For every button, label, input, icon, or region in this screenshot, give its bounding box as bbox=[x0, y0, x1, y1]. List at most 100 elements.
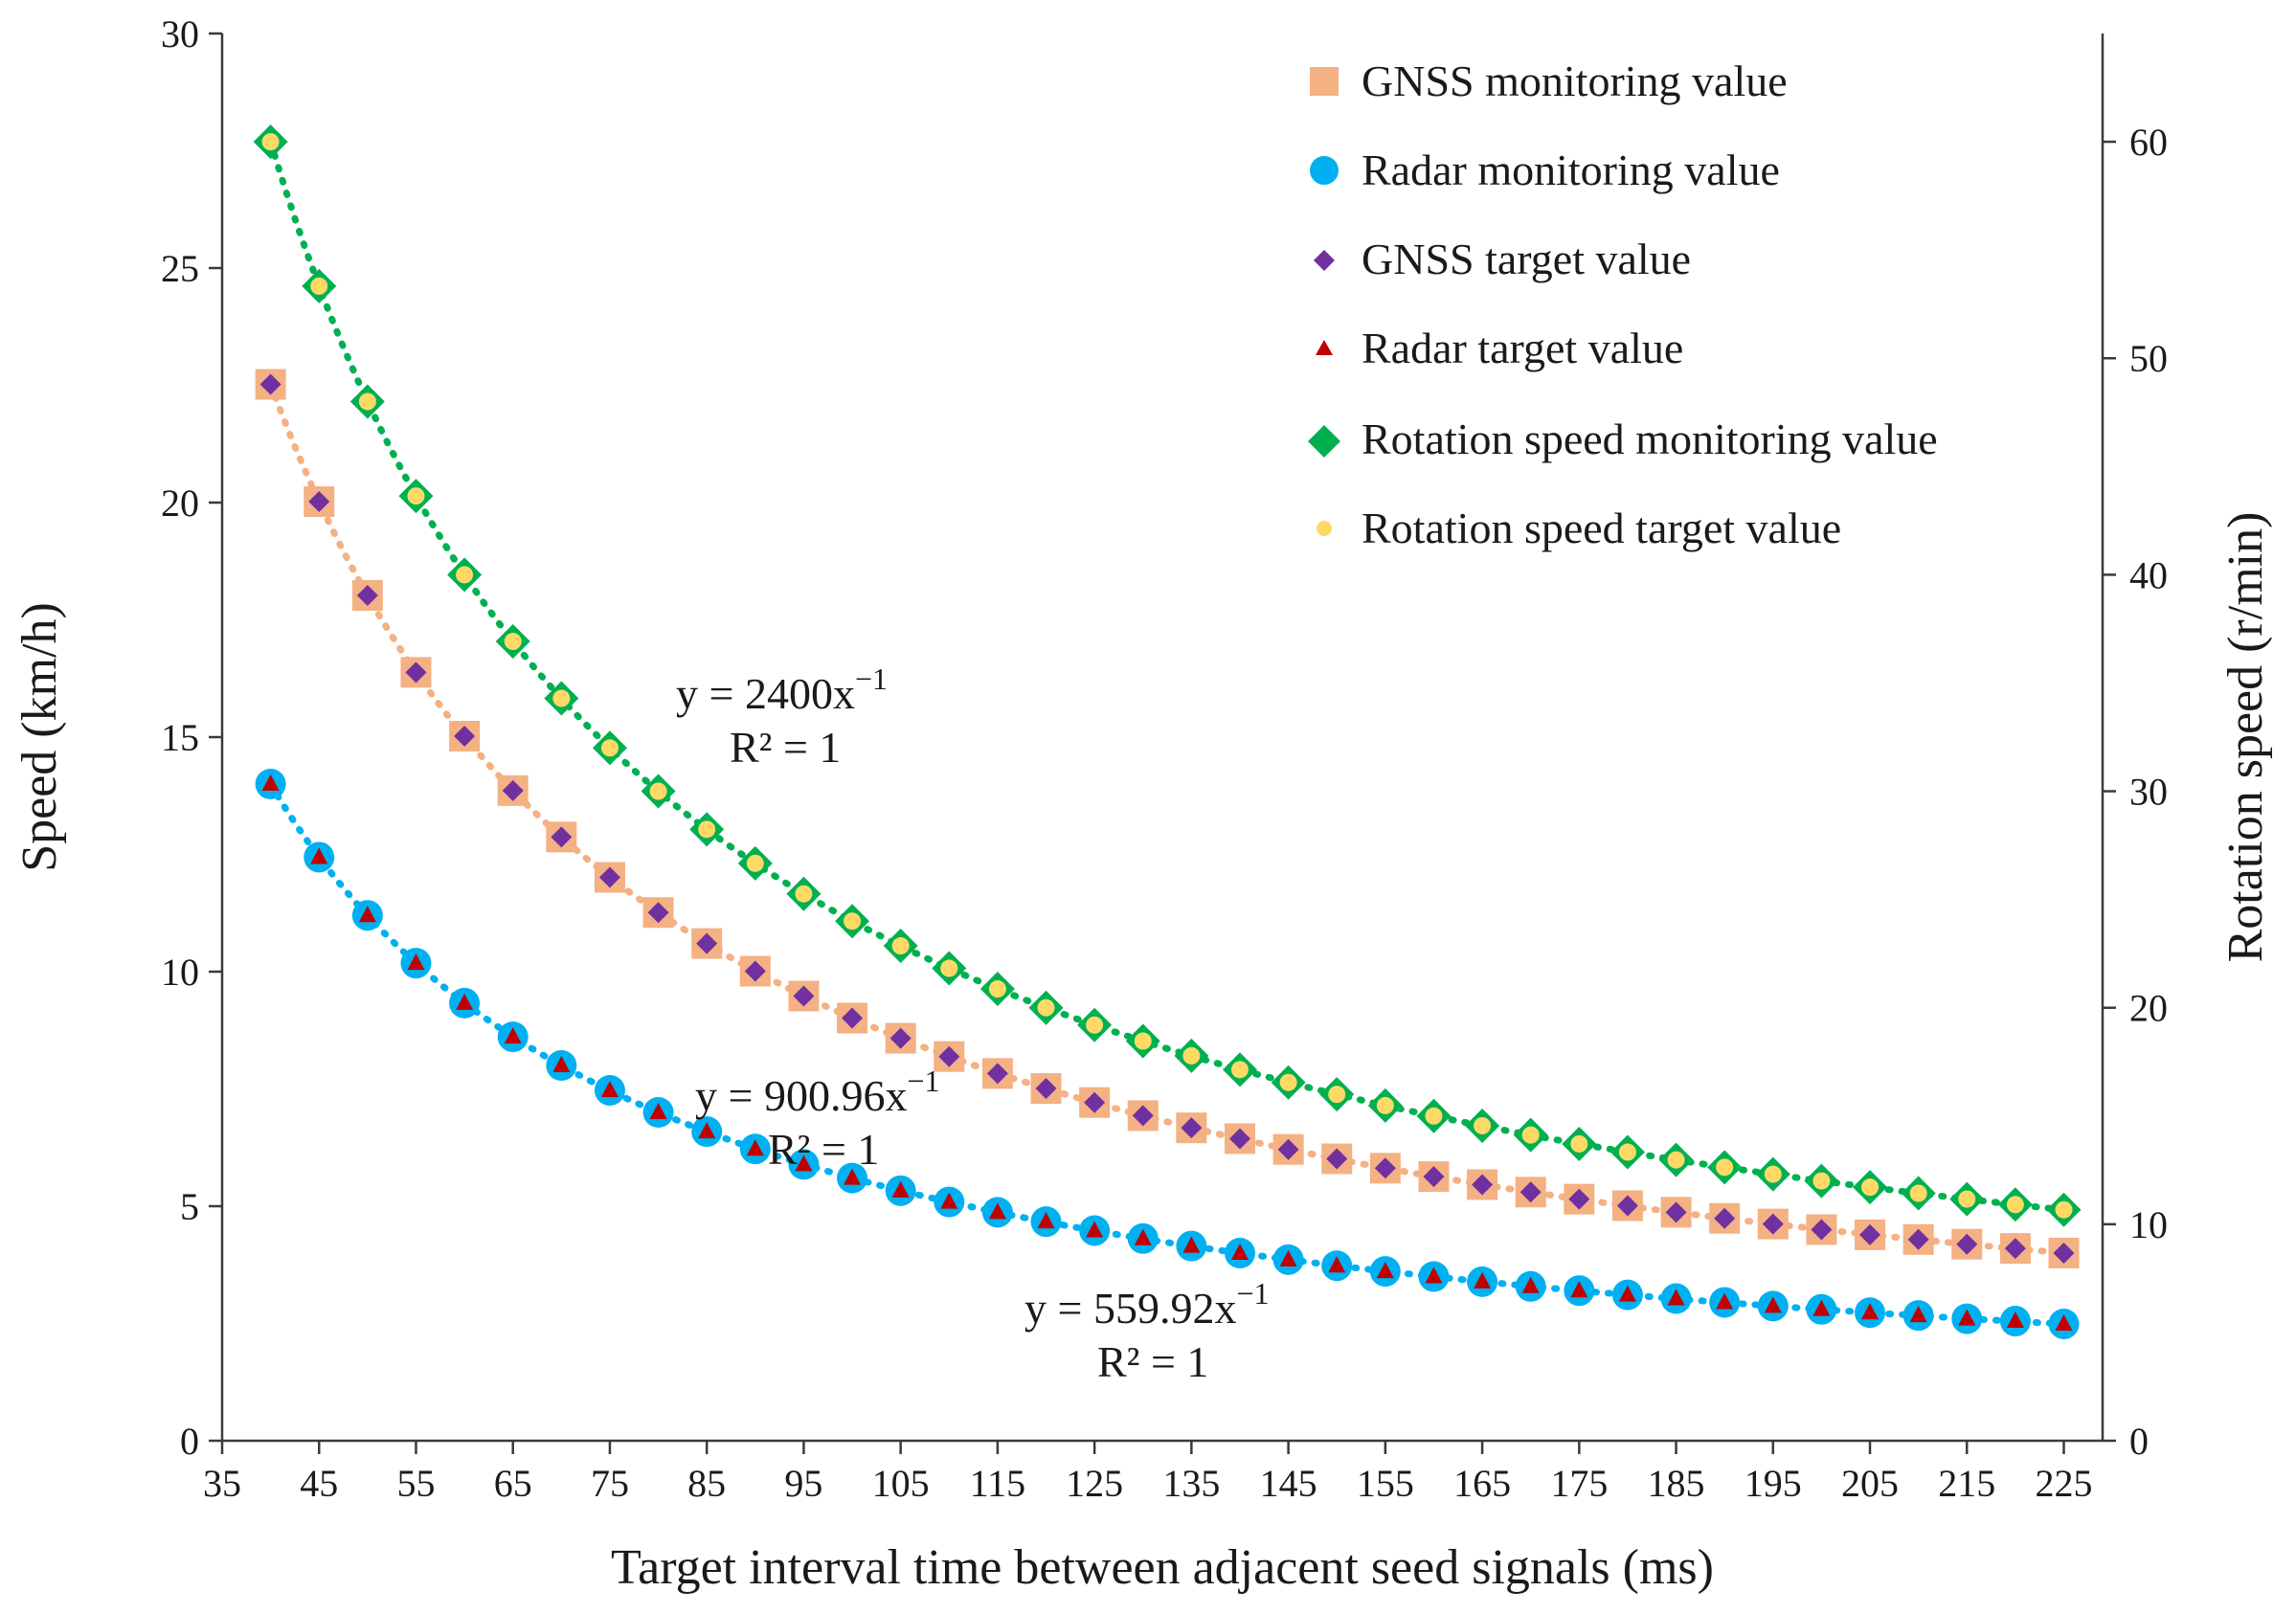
x-tick-label: 115 bbox=[970, 1462, 1026, 1505]
data-point-radar-target-value bbox=[1861, 1303, 1880, 1320]
data-point-rotation-speed-target-value bbox=[2006, 1196, 2024, 1214]
data-point-rotation-speed-target-value bbox=[358, 392, 376, 411]
y2-tick-label: 10 bbox=[2129, 1203, 2168, 1246]
data-point-gnss-target-value bbox=[1228, 1128, 1250, 1150]
data-point-gnss-target-value bbox=[1859, 1223, 1881, 1245]
data-point-gnss-target-value bbox=[1568, 1188, 1590, 1210]
data-point-rotation-speed-target-value bbox=[1764, 1165, 1782, 1183]
x-tick-label: 225 bbox=[2036, 1462, 2093, 1505]
data-point-rotation-speed-target-value bbox=[1086, 1016, 1104, 1034]
legend-label: GNSS target value bbox=[1362, 235, 1691, 283]
data-point-rotation-speed-target-value bbox=[1182, 1046, 1201, 1065]
data-point-gnss-target-value bbox=[1423, 1166, 1445, 1188]
data-point-gnss-target-value bbox=[2053, 1243, 2075, 1264]
data-point-rotation-speed-target-value bbox=[795, 885, 813, 903]
data-point-rotation-speed-target-value bbox=[988, 980, 1006, 998]
data-point-gnss-target-value bbox=[259, 373, 281, 395]
y-tick-label: 5 bbox=[180, 1185, 199, 1228]
data-point-gnss-target-value bbox=[1616, 1195, 1638, 1217]
data-point-rotation-speed-target-value bbox=[1134, 1032, 1152, 1050]
data-point-gnss-target-value bbox=[1472, 1174, 1494, 1196]
trend-r2-radar: R² = 1 bbox=[1097, 1337, 1208, 1386]
data-point-radar-target-value bbox=[988, 1202, 1006, 1220]
legend-label: Radar target value bbox=[1362, 324, 1683, 372]
data-point-radar-target-value bbox=[407, 953, 425, 971]
data-point-gnss-target-value bbox=[1035, 1078, 1057, 1100]
trendline bbox=[267, 780, 2067, 1328]
data-point-gnss-target-value bbox=[1132, 1105, 1154, 1127]
data-point-radar-target-value bbox=[310, 847, 328, 864]
data-point-rotation-speed-target-value bbox=[1474, 1116, 1492, 1134]
data-point-radar-target-value bbox=[1764, 1296, 1782, 1313]
x-tick-label: 175 bbox=[1550, 1462, 1608, 1505]
data-point-gnss-target-value bbox=[308, 491, 330, 513]
data-point-radar-target-value bbox=[1328, 1256, 1346, 1273]
data-point-gnss-target-value bbox=[551, 826, 573, 848]
data-point-rotation-speed-target-value bbox=[2055, 1200, 2073, 1219]
x-tick-label: 145 bbox=[1260, 1462, 1317, 1505]
data-point-rotation-speed-target-value bbox=[1861, 1178, 1880, 1197]
data-point-rotation-speed-target-value bbox=[1521, 1126, 1540, 1144]
x-tick-label: 195 bbox=[1745, 1462, 1802, 1505]
data-point-rotation-speed-target-value bbox=[746, 854, 764, 872]
legend-label: Rotation speed target value bbox=[1362, 504, 1841, 552]
x-tick-label: 165 bbox=[1453, 1462, 1511, 1505]
data-point-gnss-target-value bbox=[2004, 1238, 2026, 1260]
y2-axis-title: Rotation speed (r/min) bbox=[2218, 512, 2273, 963]
legend-item-radar-target: Radar target value bbox=[1316, 324, 1683, 372]
data-point-radar-target-value bbox=[746, 1139, 764, 1156]
data-point-radar-target-value bbox=[1425, 1267, 1443, 1284]
data-point-radar-target-value bbox=[1618, 1285, 1636, 1302]
data-point-gnss-target-value bbox=[1519, 1181, 1542, 1203]
legend: GNSS monitoring value Radar monitoring v… bbox=[1308, 56, 1938, 552]
y2-tick-label: 0 bbox=[2129, 1420, 2149, 1463]
legend-marker-diamond bbox=[1314, 250, 1335, 271]
data-point-gnss-target-value bbox=[938, 1045, 960, 1067]
y2-tick-label: 40 bbox=[2129, 553, 2168, 596]
x-tick-label: 55 bbox=[396, 1462, 435, 1505]
data-point-radar-target-value bbox=[1037, 1212, 1055, 1229]
x-tick-label: 155 bbox=[1357, 1462, 1414, 1505]
legend-item-rotation-target: Rotation speed target value bbox=[1317, 504, 1841, 552]
y-tick-label: 25 bbox=[161, 247, 199, 290]
data-point-rotation-speed-target-value bbox=[1812, 1172, 1831, 1190]
legend-label: GNSS monitoring value bbox=[1362, 56, 1788, 105]
legend-marker-square bbox=[1310, 67, 1339, 96]
data-point-radar-target-value bbox=[1909, 1306, 1927, 1323]
data-point-radar-target-value bbox=[1570, 1281, 1588, 1298]
data-point-gnss-target-value bbox=[1277, 1138, 1299, 1160]
legend-marker-diamond bbox=[1308, 425, 1340, 458]
data-point-radar-target-value bbox=[1086, 1221, 1104, 1238]
data-point-radar-target-value bbox=[1279, 1249, 1297, 1267]
x-axis-title: Target interval time between adjacent se… bbox=[611, 1540, 1714, 1595]
trend-equation-rotation: y = 2400x−1 bbox=[676, 661, 888, 718]
data-point-rotation-speed-target-value bbox=[1425, 1107, 1443, 1125]
trend-r2-rotation: R² = 1 bbox=[730, 723, 841, 772]
data-point-radar-target-value bbox=[1376, 1262, 1394, 1279]
legend-marker-circle bbox=[1310, 156, 1339, 185]
y-tick-label: 30 bbox=[161, 12, 199, 56]
data-point-rotation-speed-target-value bbox=[1279, 1073, 1297, 1091]
x-tick-label: 105 bbox=[872, 1462, 930, 1505]
y-tick-label: 0 bbox=[180, 1420, 199, 1463]
data-point-rotation-speed-target-value bbox=[407, 487, 425, 505]
data-point-rotation-speed-target-value bbox=[456, 566, 474, 584]
x-tick-label: 65 bbox=[494, 1462, 532, 1505]
data-point-rotation-speed-target-value bbox=[1376, 1096, 1394, 1114]
data-point-gnss-target-value bbox=[647, 902, 669, 924]
data-point-gnss-target-value bbox=[598, 866, 620, 888]
x-tick-label: 135 bbox=[1162, 1462, 1220, 1505]
data-point-gnss-target-value bbox=[744, 960, 766, 982]
data-point-rotation-speed-target-value bbox=[1570, 1134, 1588, 1153]
data-point-rotation-speed-target-value bbox=[1037, 998, 1055, 1017]
data-point-radar-target-value bbox=[1958, 1309, 1976, 1326]
x-tick-label: 185 bbox=[1648, 1462, 1705, 1505]
x-tick-label: 215 bbox=[1938, 1462, 1995, 1505]
data-point-radar-target-value bbox=[1474, 1271, 1492, 1289]
data-point-gnss-target-value bbox=[1374, 1157, 1396, 1179]
y-axis-title: Speed (km/h) bbox=[12, 602, 67, 872]
y2-tick-label: 20 bbox=[2129, 987, 2168, 1030]
x-tick-label: 95 bbox=[784, 1462, 822, 1505]
data-point-radar-target-value bbox=[1134, 1228, 1152, 1245]
data-point-rotation-speed-target-value bbox=[552, 689, 571, 707]
